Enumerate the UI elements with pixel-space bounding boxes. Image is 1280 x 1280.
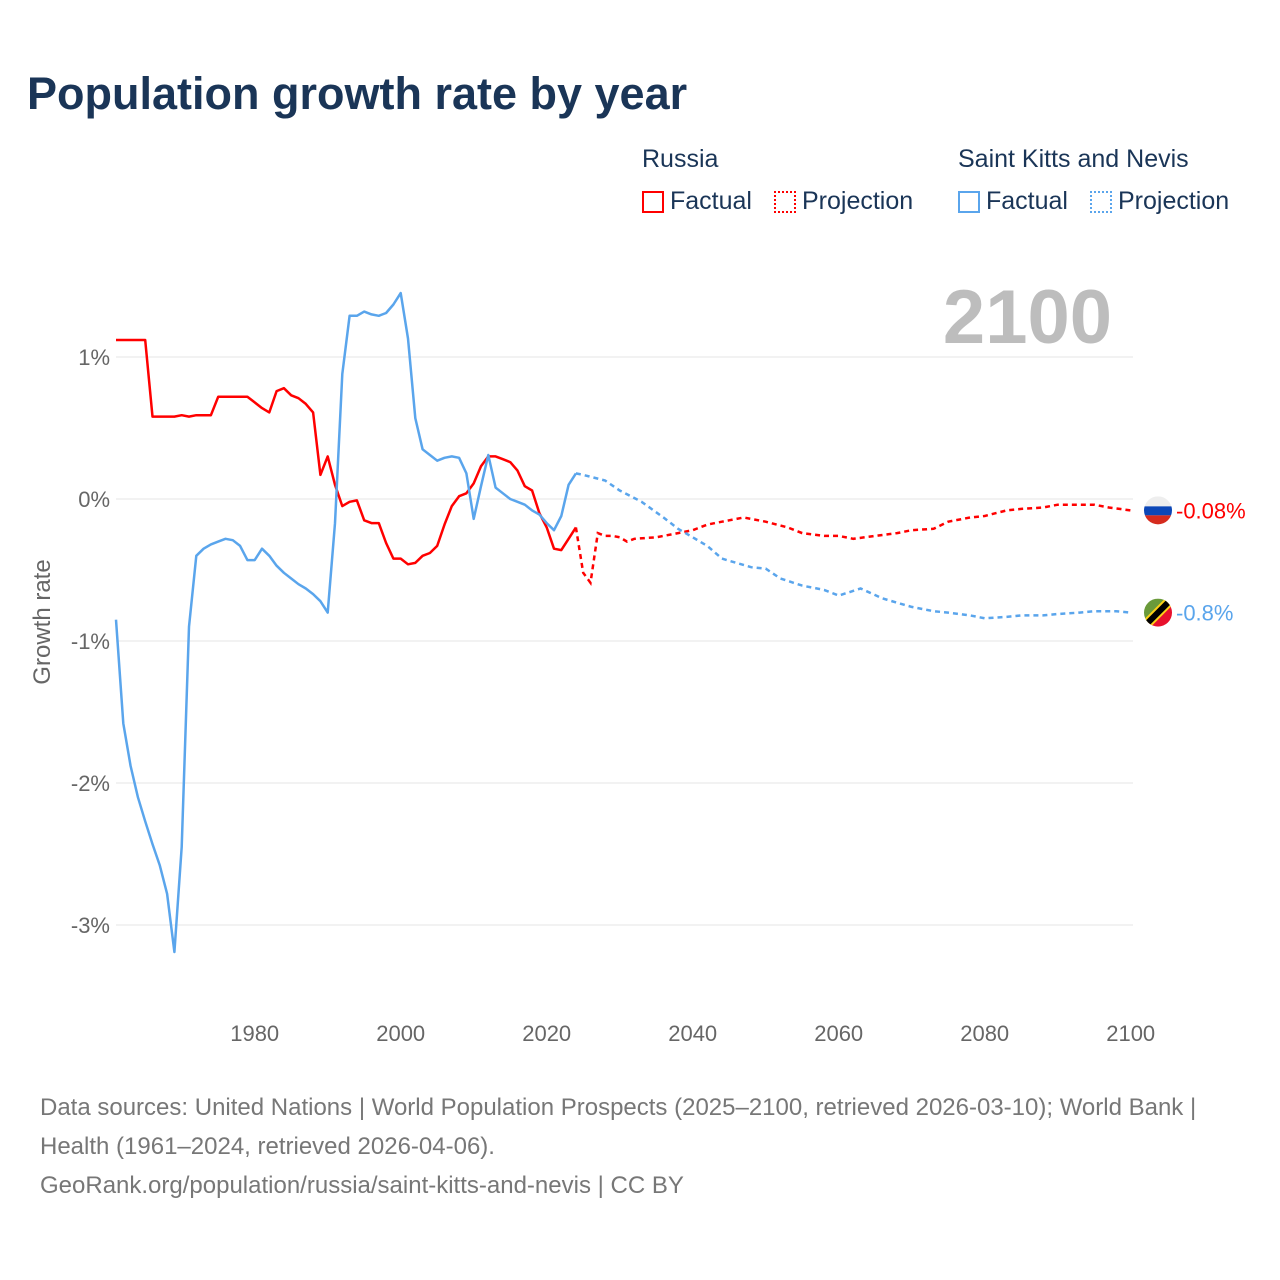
swatch-dotted-icon	[1089, 190, 1112, 213]
y-axis-label: Growth rate	[29, 559, 56, 684]
legend-label: Projection	[801, 187, 914, 215]
source-link[interactable]: GeoRank.org/population/russia/saint-kitt…	[40, 1172, 684, 1199]
saint-kitts-and-nevis-factual-line	[114, 291, 577, 954]
flag-body	[1144, 496, 1172, 525]
x-tick-label: 2100	[1106, 1021, 1155, 1046]
legend-russia-factual[interactable]: Factual	[642, 187, 752, 216]
flag-stripe-red	[1144, 515, 1172, 525]
flag-body	[1144, 598, 1172, 627]
russia-projection-line	[574, 503, 1131, 587]
saint-kitts-and-nevis-flag-icon	[1144, 598, 1172, 627]
legend-russia: Russia Factual Projection	[642, 145, 927, 216]
y-tick-label: -1%	[71, 629, 110, 654]
y-tick-label: 0%	[78, 487, 110, 512]
russia-end-label: -0.08%	[1176, 498, 1246, 523]
footer: Data sources: United Nations | World Pop…	[40, 1088, 1240, 1205]
x-tick-label: 2080	[960, 1021, 1009, 1046]
legend-russia-projection[interactable]: Projection	[773, 187, 914, 216]
y-tick-label: 1%	[78, 345, 110, 370]
x-tick-label: 1980	[230, 1021, 279, 1046]
flag-stripe-white	[1144, 496, 1172, 507]
legend-label: Projection	[1117, 187, 1230, 215]
legend-skn-projection[interactable]: Projection	[1089, 187, 1230, 216]
flag-stripe-blue	[1144, 506, 1172, 516]
x-tick-label: 2020	[522, 1021, 571, 1046]
x-tick-label: 2040	[668, 1021, 717, 1046]
legend-skn-factual[interactable]: Factual	[958, 187, 1068, 216]
page-title: Population growth rate by year	[27, 68, 688, 119]
data-sources: Data sources: United Nations | World Pop…	[40, 1094, 1197, 1160]
saint-kitts-and-nevis-projection-line	[575, 472, 1131, 620]
legend-label: Factual	[670, 187, 752, 215]
x-tick-label: 2060	[814, 1021, 863, 1046]
current-year-label: 2100	[942, 275, 1112, 360]
legend-saint-kitts: Saint Kitts and Nevis Factual Projection	[958, 145, 1243, 216]
russia-factual-line	[116, 338, 577, 566]
swatch-solid-icon	[642, 190, 664, 213]
y-tick-label: -2%	[71, 771, 110, 796]
russia-flag-icon	[1144, 496, 1172, 525]
x-tick-label: 2000	[376, 1021, 425, 1046]
legend-group-name: Saint Kitts and Nevis	[958, 145, 1189, 173]
swatch-solid-icon	[958, 190, 980, 213]
legend-group-name: Russia	[642, 145, 719, 173]
legend-label: Factual	[986, 187, 1068, 215]
saint-kitts-and-nevis-end-label: -0.8%	[1176, 601, 1233, 626]
swatch-dotted-icon	[773, 190, 796, 213]
y-tick-label: -3%	[71, 913, 110, 938]
